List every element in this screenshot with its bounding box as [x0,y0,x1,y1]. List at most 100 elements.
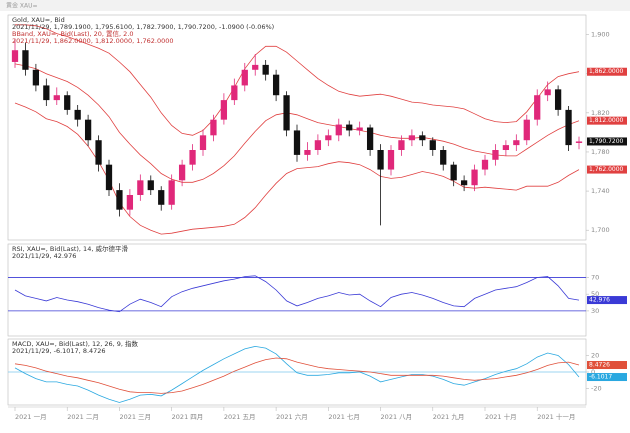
candle-body [32,69,40,86]
candle-body [105,164,113,191]
candle-body [231,85,238,101]
y-tick-label: 1,740 [591,187,610,195]
candle-body [22,50,29,70]
panel-subtitle: 2021/11/29, 1,789.1900, 1,795.6100, 1,78… [12,23,274,31]
candle-body [199,135,207,150]
y-tick-label: 20 [591,352,599,360]
y-tick-label: 50 [591,290,599,298]
candle-body [450,164,457,181]
candle-body [398,140,405,150]
candle-body [252,64,259,70]
candle-body [440,150,447,165]
y-tick-label: 0 [591,368,595,376]
candle-body [419,135,426,141]
candle-body [293,130,301,155]
window-title: 黄金 XAU= [6,2,38,10]
x-tick-label: 2021 七月 [328,412,360,421]
value-badge-label: 1,762.0000 [589,166,624,173]
value-badge-label: 8.4726 [589,362,610,369]
x-tick-label: 2021 五月 [224,413,256,421]
candle-body [565,109,572,146]
candle-body [314,140,322,150]
value-badge-label: 42.976 [589,297,610,304]
candle-body [262,64,269,75]
band-line [15,24,580,136]
candle-body [575,141,583,143]
candle-body [272,74,280,96]
candle-body [387,150,395,170]
value-badge [587,165,627,174]
x-tick-label: 2021 十一月 [537,412,575,421]
x-tick-label: 2021 一月 [15,413,47,421]
candle-body [471,169,478,186]
candle-body [377,150,384,170]
candle-body [168,180,175,205]
title-bar [0,0,630,11]
x-tick-label: 2021 六月 [276,412,308,421]
y-tick-label: 1,820 [591,109,610,117]
candle-body [43,85,50,101]
candle-body [189,150,196,165]
y-tick-label: 30 [591,307,599,315]
x-tick-label: 2021 九月 [433,412,465,421]
candle-body [513,140,520,146]
panel-title: RSI, XAU=, Bid(Last), 14, 威尔德平滑 [12,244,128,253]
candle-body [544,89,551,96]
value-badge [587,361,627,370]
panel-title: MACD, XAU=, Bid(Last), 12, 26, 9, 指数 [12,339,139,348]
indicator-line [14,275,580,313]
candle-body [346,124,353,131]
candle-body [95,140,102,165]
indicator-line [14,357,580,394]
candle-body [137,180,144,195]
candle-body [534,95,541,120]
x-tick-label: 2021 四月 [172,413,204,421]
candle-body [325,135,332,141]
candle-body [11,50,19,62]
candle-body [335,124,342,136]
value-badge [587,116,627,125]
candle-body [241,69,248,86]
candle-body [408,135,416,141]
y-tick-label: 1,780 [591,148,610,156]
value-badge-label: 1,812.0000 [589,117,624,124]
candle-body [304,150,311,155]
candle-body [126,195,134,210]
candle-body [178,164,186,181]
candle-body [502,145,510,150]
panel-subtitle: 2021/11/29, 42.976 [12,252,76,260]
candle-body [116,190,123,210]
panel-frame [7,243,587,337]
candle-body [356,127,363,131]
panel-annotation: BBand, XAU=, Bid(Last), 20, 置信, 2.0 [12,29,134,38]
candle-body [84,119,92,141]
panel-frame [7,14,587,241]
candle-body [64,95,71,110]
candle-body [210,119,217,136]
candle-body [492,150,499,160]
value-badge-label: -6.1017 [589,374,612,381]
candle-body [523,119,530,141]
candle-body [220,100,228,120]
candle-body [147,180,154,191]
x-tick-label: 2021 二月 [67,413,99,421]
y-tick-label: 1,900 [591,31,610,39]
y-tick-label: 70 [591,273,599,281]
candle-body [53,95,60,101]
value-badge-label: 1,790.7200 [589,138,624,145]
value-badge [587,296,627,305]
panel-subtitle: 2021/11/29, -6.1017, 8.4726 [12,347,106,355]
y-tick-label: 1,700 [591,226,610,234]
candle-body [158,190,165,205]
candle-body [429,140,436,150]
band-line [14,63,580,183]
value-badge-label: 1,862.0000 [589,68,624,75]
panel-title: Gold, XAU=, Bid [12,16,65,24]
candle-body [74,109,81,120]
candle-body [481,159,489,170]
candle-body [283,95,290,131]
candle-body [554,89,562,110]
x-tick-label: 2021 十月 [485,412,517,421]
